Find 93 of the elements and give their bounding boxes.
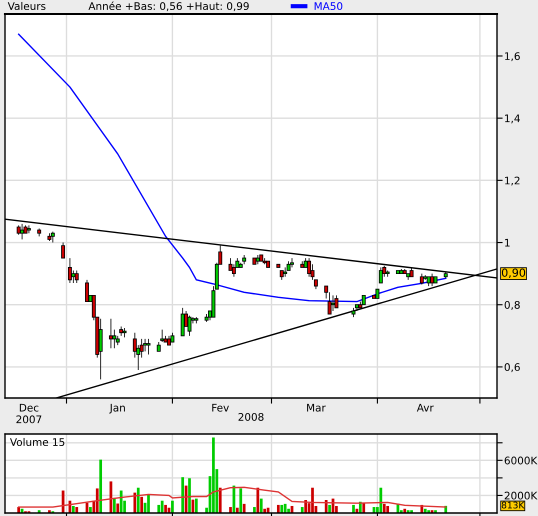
candlestick: [188, 315, 192, 336]
bar: [212, 438, 215, 513]
bar: [110, 481, 112, 513]
candlestick: [68, 258, 72, 284]
candlestick: [85, 279, 89, 302]
bar: [168, 508, 170, 513]
candlestick: [386, 270, 390, 278]
candlestick: [180, 307, 185, 336]
line-series: [18, 486, 446, 508]
candlestick: [434, 276, 438, 284]
bar: [352, 504, 355, 513]
text: 813K: [502, 502, 525, 508]
bar: [434, 510, 437, 513]
x-tick-label: Dec 2007: [16, 404, 42, 424]
candlestick: [242, 254, 246, 265]
bar: [311, 488, 314, 513]
candlestick: [16, 225, 21, 236]
y-tick-label: 0,8: [504, 300, 520, 310]
candlestick: [98, 318, 103, 380]
candlestick: [420, 273, 424, 285]
bar: [48, 510, 51, 513]
candlestick: [252, 258, 256, 265]
line-series: [18, 34, 446, 302]
x-tick-label: Avr: [416, 404, 434, 412]
candlestick: [167, 335, 171, 346]
candlestick: [430, 273, 434, 286]
chart-title: Volume 15: [10, 438, 64, 446]
candlestick: [156, 342, 161, 352]
candlestick: [426, 276, 431, 286]
candlestick: [108, 318, 113, 349]
bar: [253, 507, 256, 513]
candlestick: [26, 225, 31, 234]
bar: [62, 490, 64, 513]
candlestick: [290, 258, 294, 268]
text: 0,90: [502, 268, 526, 278]
bar: [171, 500, 174, 513]
chart-title: Valeurs: [8, 2, 46, 10]
y-tick-label: 1: [505, 238, 510, 246]
bar: [20, 508, 24, 513]
bar: [430, 510, 434, 513]
y-tick-label: 0,6: [504, 363, 520, 372]
bar: [147, 494, 150, 513]
candlestick: [146, 338, 150, 355]
candlestick: [378, 266, 383, 284]
bar: [188, 478, 191, 513]
bar: [232, 486, 236, 513]
legend-label: MA50: [314, 2, 342, 10]
bar: [229, 507, 232, 513]
bar: [160, 500, 164, 513]
x-tick-label: Fev: [212, 404, 229, 412]
bar: [290, 506, 294, 513]
bar: [372, 507, 376, 513]
candlestick: [204, 314, 209, 322]
candlestick: [61, 242, 66, 258]
candlestick: [47, 232, 52, 242]
bar: [86, 502, 88, 513]
candlestick: [170, 332, 174, 342]
candlestick: [160, 329, 164, 342]
candlestick: [74, 270, 79, 284]
candlestick: [256, 254, 260, 265]
candlestick: [331, 294, 335, 312]
chart-subtitle: Année +Bas: 0,56 +Haut: 0,99: [88, 2, 249, 12]
candlestick: [375, 288, 380, 299]
candlestick: [37, 228, 42, 237]
candlestick: [122, 328, 127, 338]
candlestick: [399, 268, 404, 274]
candlestick: [352, 307, 356, 318]
y-tick-label: 6000K: [504, 456, 538, 464]
bar: [164, 504, 167, 513]
bar: [410, 510, 413, 513]
candlestick: [266, 260, 270, 268]
candlestick: [20, 223, 24, 240]
candlestick: [324, 286, 328, 299]
bar: [356, 508, 358, 513]
y-tick-label: 2000K: [504, 492, 538, 500]
x-tick-label: Jan: [109, 404, 125, 414]
candlestick: [362, 294, 366, 306]
bar: [184, 486, 188, 513]
candlestick: [50, 231, 55, 243]
x-tick-label: Mar: [307, 404, 326, 412]
bar: [192, 500, 194, 513]
bar: [266, 508, 270, 513]
candlestick: [194, 316, 198, 324]
y-tick-label: 1,2: [505, 176, 520, 186]
candlestick: [119, 326, 124, 336]
bar: [89, 507, 92, 513]
candlestick: [259, 254, 264, 262]
x-axis-title: 2008: [238, 412, 264, 421]
candlestick: [334, 294, 338, 308]
y-tick-label: 1,6: [505, 52, 520, 62]
bar: [328, 504, 331, 513]
y-tick-label: 1,4: [505, 114, 520, 124]
candlestick: [328, 292, 332, 314]
